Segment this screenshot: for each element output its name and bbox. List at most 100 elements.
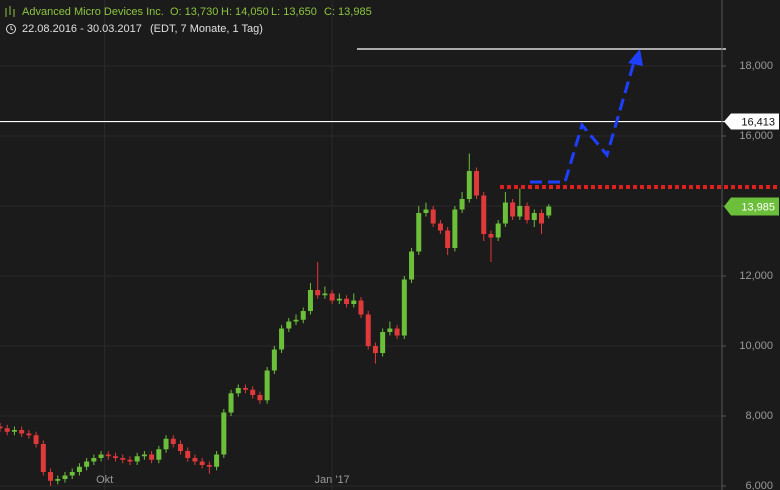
- candle-body: [409, 251, 415, 280]
- candle-body: [214, 454, 220, 467]
- candle-body: [170, 438, 176, 445]
- candle-body: [48, 472, 54, 481]
- candle-body: [55, 479, 61, 481]
- candle-body: [401, 279, 407, 336]
- candle-body: [474, 171, 480, 196]
- y-tick-label: 6,000: [745, 480, 773, 490]
- candle-body: [445, 230, 451, 249]
- candle-body: [502, 202, 508, 224]
- candle-body: [185, 451, 191, 459]
- details: (EDT, 7 Monate, 1 Tag): [150, 23, 263, 35]
- arrow-head: [628, 49, 643, 66]
- candle-body: [488, 234, 494, 238]
- last-price-label: 13,985: [741, 201, 775, 213]
- candle-body: [19, 430, 25, 434]
- y-tick-label: 16,000: [739, 130, 773, 142]
- candle-body: [329, 293, 335, 301]
- candle-body: [372, 346, 378, 354]
- candle-body: [84, 461, 90, 467]
- candle-body: [546, 206, 552, 216]
- candle-body: [322, 293, 328, 296]
- candle-body: [120, 458, 126, 460]
- candle-body: [481, 195, 487, 235]
- last-price-tag: [724, 197, 779, 216]
- candle-body: [33, 435, 39, 445]
- title: Advanced Micro Devices Inc.: [22, 6, 164, 18]
- ohlc-label: L: 13,650: [271, 6, 317, 18]
- candle-body: [199, 461, 205, 466]
- candle-body: [149, 454, 155, 460]
- clock-hand: [10, 26, 14, 31]
- candle-body: [76, 466, 82, 473]
- candle-body: [4, 428, 10, 432]
- candle-body: [365, 314, 371, 347]
- candle-body: [11, 430, 17, 432]
- ohlc-label: C: 13,985: [324, 6, 372, 18]
- price-tag: [724, 113, 779, 130]
- candle-body: [423, 209, 429, 214]
- candle-body: [495, 223, 501, 238]
- candle-body: [510, 202, 516, 217]
- x-tick-label: Okt: [96, 474, 113, 486]
- candle-body: [0, 426, 3, 429]
- candle-body: [221, 412, 227, 455]
- candles: [0, 153, 552, 487]
- ohlc-label: H: 14,050: [221, 6, 269, 18]
- candle-body: [98, 454, 104, 459]
- candle-body: [293, 319, 299, 322]
- candle-body: [91, 458, 97, 462]
- candle-body: [351, 300, 357, 305]
- candle-body: [459, 199, 465, 210]
- candle-body: [437, 223, 443, 231]
- candle-body: [113, 456, 119, 459]
- candle-body: [387, 328, 393, 333]
- date-range: 22.08.2016 - 30.03.2017: [22, 23, 142, 35]
- candle-body: [257, 395, 263, 401]
- candle-body: [452, 209, 458, 249]
- x-tick-label: Jan '17: [315, 474, 350, 486]
- candle-body: [127, 459, 133, 462]
- candle-body: [163, 438, 169, 450]
- candle-body: [315, 290, 321, 296]
- candle-body: [336, 298, 342, 301]
- projection-arrow: [530, 61, 636, 184]
- y-tick-label: 8,000: [745, 410, 773, 422]
- candle-body: [286, 321, 292, 329]
- header: Advanced Micro Devices Inc. O: 13,730 H:…: [5, 6, 372, 35]
- candle-body: [531, 213, 537, 221]
- candle-body: [235, 388, 241, 394]
- candle-body: [380, 332, 386, 354]
- candle-body: [192, 458, 198, 462]
- bars-icon: [5, 6, 15, 17]
- candle-body: [430, 209, 436, 224]
- candle-body: [539, 213, 544, 224]
- candle-body: [134, 456, 140, 462]
- clock-icon: [6, 24, 16, 34]
- candle-body: [524, 206, 530, 221]
- candle-body: [141, 454, 147, 457]
- overlays: 16,413 13,985: [0, 48, 780, 216]
- candle-body: [156, 449, 162, 460]
- candle-body: [279, 328, 285, 350]
- candle-body: [300, 311, 306, 320]
- candle-body: [242, 388, 248, 390]
- candle-body: [206, 465, 212, 467]
- candle-body: [105, 454, 111, 457]
- candle-body: [178, 444, 183, 452]
- ohlc-label: O: 13,730: [170, 6, 218, 18]
- candle-body: [416, 213, 422, 252]
- candle-body: [228, 393, 234, 413]
- candle-body: [344, 298, 350, 305]
- candle-body: [394, 328, 400, 336]
- candle-body: [271, 349, 277, 371]
- candle-body: [69, 472, 75, 476]
- candle-body: [264, 370, 270, 401]
- candle-body: [250, 389, 256, 396]
- candle-body: [307, 290, 313, 312]
- candle-body: [358, 300, 364, 315]
- y-tick-label: 18,000: [739, 60, 773, 72]
- y-tick-label: 12,000: [739, 270, 773, 282]
